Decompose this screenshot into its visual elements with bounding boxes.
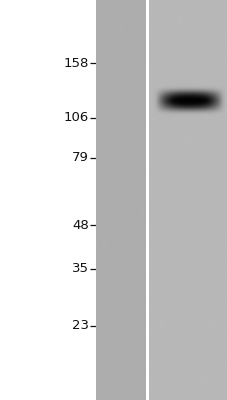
Text: 79: 79 — [72, 151, 89, 164]
Text: 158: 158 — [63, 57, 89, 70]
Text: 23: 23 — [72, 319, 89, 332]
Text: 106: 106 — [63, 111, 89, 124]
Text: 35: 35 — [72, 262, 89, 275]
Text: 48: 48 — [72, 219, 89, 232]
